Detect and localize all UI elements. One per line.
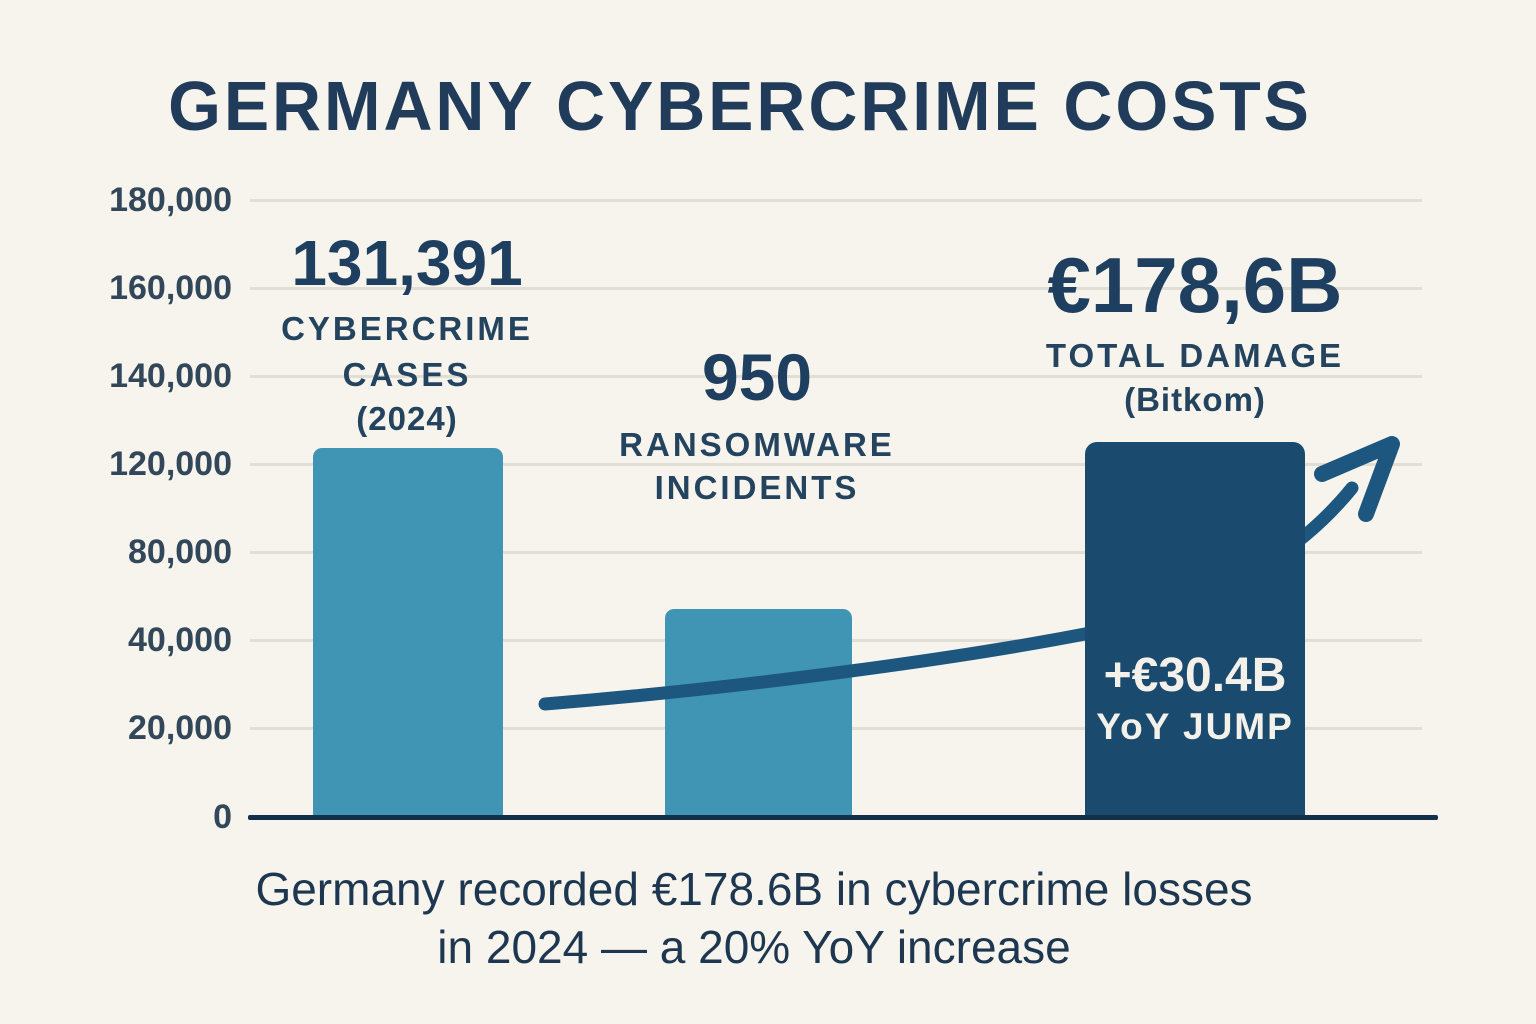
caption-line-2: in 2024 — a 20% YoY increase (437, 921, 1071, 973)
annotation-ransomware: 950 RANSOMWARE INCIDENTS (587, 344, 927, 504)
cases-label-line2: CASES (342, 356, 472, 393)
y-axis-tick-label: 40,000 (128, 621, 232, 659)
gridline (250, 375, 1422, 378)
cases-value: 131,391 (291, 227, 523, 299)
annotation-total-damage: €178,6B TOTAL DAMAGE (Bitkom) (1005, 246, 1385, 416)
bar-total-damage (1085, 442, 1305, 818)
caption-line-1: Germany recorded €178.6B in cybercrime l… (255, 863, 1253, 915)
y-axis-tick-label: 20,000 (128, 709, 232, 747)
gridline (250, 463, 1422, 466)
y-axis-tick-label: 120,000 (109, 445, 232, 483)
chart-title: GERMANY CYBERCRIME COSTS (168, 67, 1312, 145)
ransomware-label-line1: RANSOMWARE (619, 426, 895, 463)
gridline (250, 287, 1422, 290)
x-axis-line (248, 815, 1438, 820)
bar-ransomware-incidents (665, 609, 852, 818)
yoy-jump-label: YoY JUMP (1096, 706, 1294, 747)
damage-label-line1: TOTAL DAMAGE (1045, 337, 1345, 374)
damage-label-line2: (Bitkom) (1124, 381, 1266, 418)
y-axis-tick-label: 80,000 (128, 533, 232, 571)
y-axis-tick-label: 160,000 (109, 269, 232, 307)
y-axis-tick-label: 140,000 (109, 357, 232, 395)
damage-value: €178,6B (1047, 241, 1343, 329)
gridline (250, 199, 1422, 202)
cases-label-line3: (2024) (356, 400, 458, 437)
bar-cybercrime-cases (313, 448, 503, 818)
ransomware-label-line2: INCIDENTS (654, 469, 860, 506)
y-axis-tick-label: 180,000 (109, 181, 232, 219)
cases-label-line1: CYBERCRIME (281, 310, 533, 347)
y-axis-tick-label: 0 (213, 798, 232, 836)
annotation-cybercrime-cases: 131,391 CYBERCRIME CASES (2024) (237, 231, 577, 435)
ransomware-value: 950 (701, 340, 813, 414)
yoy-jump-value: +€30.4B (1103, 649, 1287, 702)
